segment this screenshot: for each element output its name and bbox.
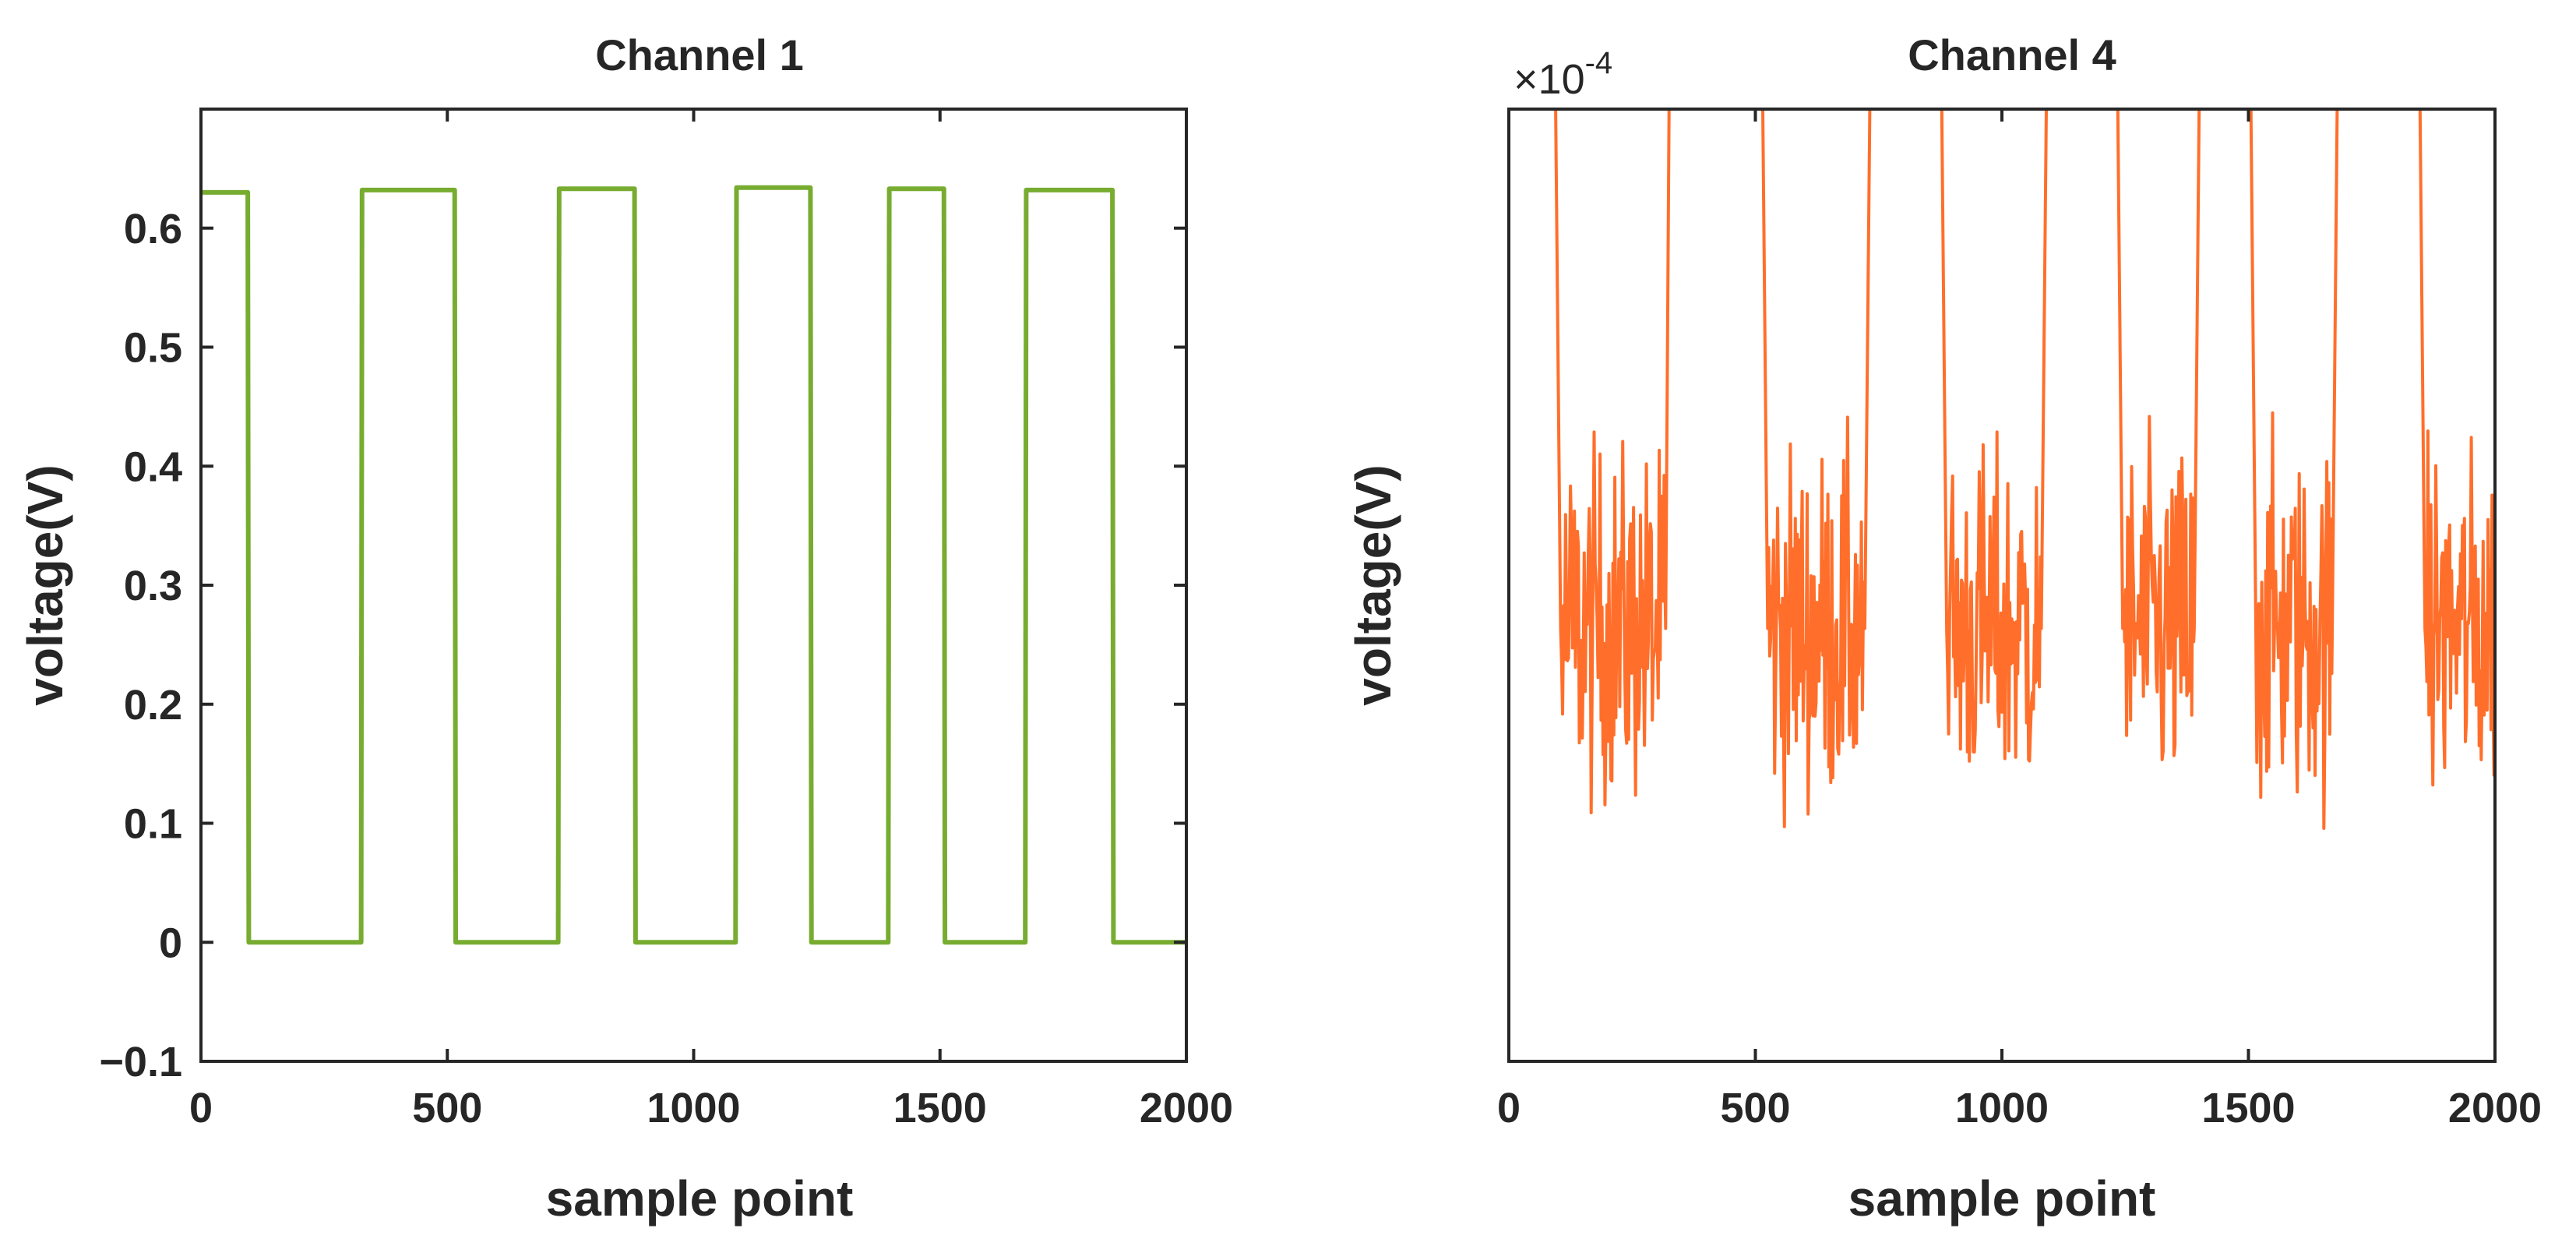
plot-area: [201, 185, 1186, 945]
x-axis-label: sample point: [546, 1170, 854, 1227]
axis-ticks: 05001000150020000.511.522.533.5: [1497, 109, 2542, 1131]
multiplier-base: ×10: [1514, 56, 1585, 103]
multiplier-exponent: -4: [1585, 46, 1613, 80]
y-tick-label: 0.2: [124, 682, 182, 729]
y-axis-label: voltage(V): [1345, 464, 1401, 705]
y-tick-label: 0.4: [124, 443, 182, 490]
y-tick-label: 0.5: [124, 325, 182, 372]
axis-ticks: 0 500 1000 1500 2000−0.100.10.20.30.40.50.6: [99, 109, 1233, 1131]
y-tick-label: 0.6: [124, 206, 182, 252]
chart-panel-channel-1: Channel 1 0 500 1000 1500 2000−0.100.10.20.3…: [17, 30, 1233, 1227]
y-axis-multiplier: ×10-4: [1514, 46, 1612, 103]
y-tick-label: 0.3: [124, 563, 182, 609]
x-tick-label: 0: [189, 1085, 213, 1131]
x-tick-label: 1000: [1955, 1085, 2049, 1131]
x-tick-label: 500: [412, 1085, 482, 1131]
y-tick-label: −0.1: [99, 1039, 182, 1085]
chart-panel-channel-4: Channel 4 ×10-4 05001000150020000.511.52…: [1345, 30, 2542, 1227]
x-axis-label: sample point: [1848, 1170, 2156, 1227]
x-tick-label: 2000: [2448, 1085, 2542, 1131]
x-tick-label: 2000: [1140, 1085, 1233, 1131]
y-tick-label: 0.1: [124, 801, 182, 848]
chart-title: Channel 4: [1908, 30, 2116, 79]
x-tick-label: 1500: [893, 1085, 987, 1131]
x-tick-label: 1000: [647, 1085, 740, 1131]
x-tick-label: 500: [1720, 1085, 1790, 1131]
x-tick-label: 1500: [2201, 1085, 2295, 1131]
y-axis-label: voltage(V): [17, 464, 73, 705]
chart-title: Channel 1: [595, 30, 804, 79]
series-line: [201, 185, 1186, 945]
x-tick-label: 0: [1497, 1085, 1521, 1131]
y-tick-label: 0: [159, 919, 182, 966]
